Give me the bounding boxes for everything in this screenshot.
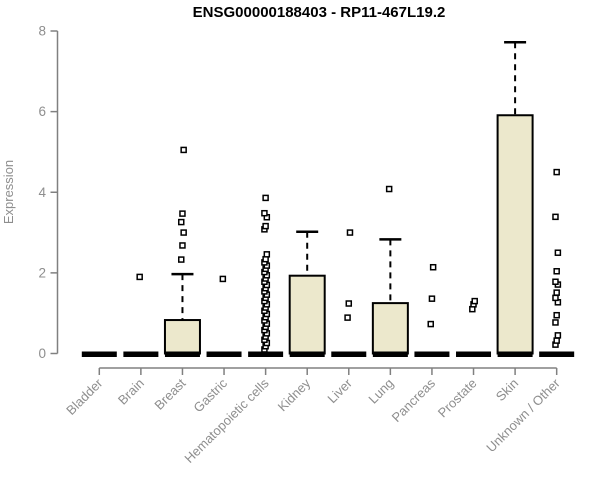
outlier-point <box>554 332 562 339</box>
outlier-point <box>552 213 559 221</box>
median-bar <box>456 351 492 357</box>
y-tick-label: 8 <box>38 24 46 39</box>
median-bar <box>331 351 367 357</box>
box <box>496 114 534 355</box>
outlier-point <box>471 297 478 305</box>
outlier-point <box>552 319 559 326</box>
x-tick-label: Prostate <box>435 376 480 421</box>
median-bar <box>206 351 242 357</box>
outlier-point <box>553 337 560 344</box>
x-tick-label: Lung <box>365 376 396 407</box>
y-tick-label: 0 <box>38 346 46 361</box>
median-bar <box>372 351 408 357</box>
x-tick-label: Breast <box>151 375 188 412</box>
outlier-point <box>178 218 185 226</box>
outlier-point <box>554 249 562 256</box>
y-axis-title: Expression <box>1 160 16 224</box>
outlier-point <box>262 222 269 230</box>
outlier-point <box>261 209 268 217</box>
outlier-point <box>179 210 186 217</box>
y-tick-label: 4 <box>38 185 46 200</box>
outlier-point <box>346 229 354 236</box>
y-tick-label: 2 <box>38 265 46 280</box>
median-bar <box>289 351 325 357</box>
outlier-point <box>219 275 227 283</box>
y-tick-label: 6 <box>38 104 46 119</box>
outlier-point <box>345 300 353 307</box>
outlier-point <box>427 320 434 328</box>
median-bar <box>248 351 284 357</box>
median-bar <box>164 351 200 357</box>
x-tick-label: Pancreas <box>389 375 439 425</box>
x-tick-label: Bladder <box>63 375 106 418</box>
x-tick-label: Brain <box>115 376 147 408</box>
outlier-point <box>136 273 143 281</box>
x-tick-label: Unknown / Other <box>483 375 563 455</box>
outlier-point <box>428 295 436 302</box>
outlier-point <box>262 194 269 202</box>
median-bar <box>81 351 117 357</box>
box <box>371 302 409 355</box>
chart-title: ENSG00000188403 - RP11-467L19.2 <box>192 4 446 21</box>
outlier-point <box>263 251 271 258</box>
box <box>288 274 326 355</box>
median-bar <box>123 351 159 357</box>
median-bar <box>414 351 450 357</box>
outlier-point <box>344 314 351 321</box>
outlier-point <box>179 242 186 249</box>
x-tick-label: Kidney <box>275 375 314 414</box>
outlier-point <box>552 294 559 302</box>
x-tick-label: Gastric <box>190 375 230 415</box>
outlier-point <box>553 289 560 296</box>
median-bar <box>539 351 575 357</box>
outlier-point <box>552 278 559 285</box>
median-bar <box>497 351 533 357</box>
x-tick-label: Liver <box>324 375 355 406</box>
outlier-point <box>553 268 560 275</box>
outlier-point <box>429 263 437 271</box>
outlier-point <box>385 185 393 193</box>
box <box>163 319 201 355</box>
outlier-point <box>553 311 560 319</box>
x-tick-label: Skin <box>493 376 521 404</box>
outlier-point <box>178 256 185 263</box>
outlier-point <box>180 146 187 154</box>
outlier-point <box>553 168 560 176</box>
outlier-point <box>180 229 187 236</box>
